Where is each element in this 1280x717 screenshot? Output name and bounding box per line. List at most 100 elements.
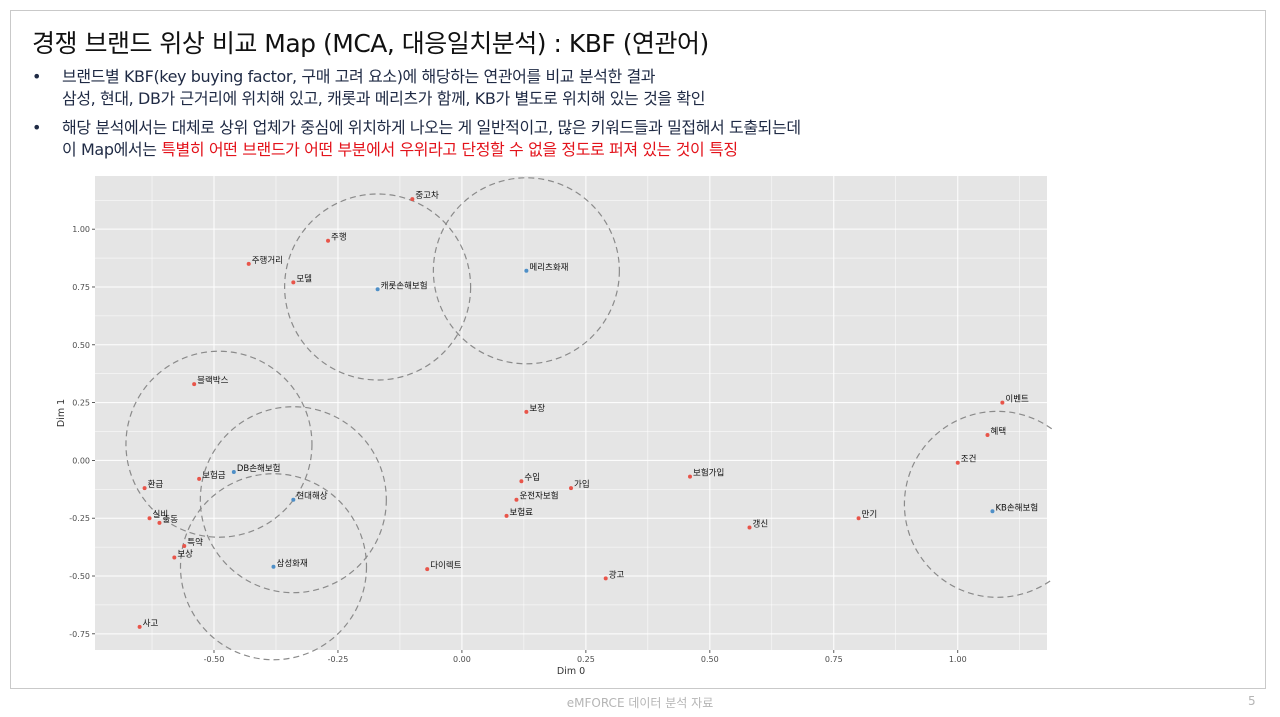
x-tick-label: 0.50 xyxy=(701,655,719,664)
keyword-point xyxy=(856,516,861,521)
bullet-text: 삼성, 현대, DB가 근거리에 위치해 있고, 캐롯과 메리츠가 함께, KB… xyxy=(62,89,706,108)
point-label: 가입 xyxy=(574,480,590,490)
bullet-marker: • xyxy=(32,67,42,86)
y-tick-label: -0.25 xyxy=(69,514,90,523)
point-label: 보험가입 xyxy=(693,469,724,479)
point-label: DB손해보험 xyxy=(237,464,281,474)
keyword-point xyxy=(142,486,147,491)
point-label: 보장 xyxy=(529,403,545,414)
cluster-circle xyxy=(125,350,313,538)
keyword-point xyxy=(955,460,960,465)
keyword-point xyxy=(569,486,573,491)
keyword-point xyxy=(246,261,251,266)
point-label: 만기 xyxy=(862,510,878,520)
point-label: 조건 xyxy=(961,454,977,465)
y-axis-title: Dim 1 xyxy=(56,399,67,427)
cluster-circle xyxy=(284,193,472,381)
point-label: 출동 xyxy=(162,514,178,525)
footer-text: eMFORCE 데이터 분석 자료 xyxy=(566,696,714,710)
plot-panel xyxy=(95,176,1047,650)
x-tick-label: 0.00 xyxy=(453,655,471,664)
y-tick-label: -0.50 xyxy=(69,572,90,581)
x-tick-label: -0.50 xyxy=(204,655,225,664)
keyword-point xyxy=(603,576,608,581)
keyword-point xyxy=(192,382,197,387)
x-tick-label: 0.25 xyxy=(577,655,595,664)
point-label: 블랙박스 xyxy=(197,375,228,386)
keyword-point xyxy=(157,520,162,525)
point-label: 캐롯손해보험 xyxy=(381,281,428,291)
keyword-point xyxy=(688,474,692,479)
x-tick-label: -0.25 xyxy=(328,655,349,664)
y-tick-label: 0.25 xyxy=(72,399,90,408)
keyword-point xyxy=(747,525,752,530)
bullet-item: • 브랜드별 KBF(key buying factor, 구매 고려 요소)에… xyxy=(32,66,1232,110)
point-label: 혜택 xyxy=(991,426,1007,437)
y-tick-label: 1.00 xyxy=(72,225,90,234)
bullet-list: • 브랜드별 KBF(key buying factor, 구매 고려 요소)에… xyxy=(32,66,1232,168)
keyword-point xyxy=(182,543,187,548)
keyword-point xyxy=(147,516,152,521)
point-label: 환급 xyxy=(148,479,164,490)
slide-frame xyxy=(10,10,1266,689)
bullet-text-prefix: 이 Map에서는 xyxy=(62,140,162,159)
bullet-item: • 해당 분석에서는 대체로 상위 업체가 중심에 위치하게 나오는 게 일반적… xyxy=(32,117,1232,161)
keyword-point xyxy=(425,567,430,572)
slide-title: 경쟁 브랜드 위상 비교 Map (MCA, 대응일치분석) : KBF (연관… xyxy=(32,29,709,58)
x-axis-title: Dim 0 xyxy=(557,666,585,677)
keyword-point xyxy=(524,409,529,414)
mca-scatter-chart: -0.50 -0.25 0.00 0.25 0.50 0.75 1.00 -0.75 -0.50… xyxy=(52,172,1092,681)
keyword-point xyxy=(291,280,296,285)
point-label: 주행 xyxy=(331,232,347,243)
keyword-point xyxy=(410,197,415,202)
brand-point xyxy=(291,497,296,502)
x-tick-label: 0.75 xyxy=(825,655,843,664)
y-tick-label: 0.00 xyxy=(72,456,90,465)
point-label: 삼성화재 xyxy=(277,558,308,569)
keyword-point xyxy=(519,479,524,484)
point-label: 다이렉트 xyxy=(430,560,461,571)
point-label: 광고 xyxy=(609,569,625,580)
point-label: 중고차 xyxy=(415,191,439,201)
keyword-point xyxy=(172,555,177,560)
point-label: 수입 xyxy=(524,473,540,483)
point-label: 보험금 xyxy=(202,471,226,481)
page-number: 5 xyxy=(1248,694,1256,708)
keyword-point xyxy=(514,497,519,502)
bullet-text: 브랜드별 KBF(key buying factor, 구매 고려 요소)에 해… xyxy=(62,67,656,86)
cluster-circle xyxy=(432,177,620,365)
point-label: 보험료 xyxy=(510,508,534,518)
keyword-point xyxy=(504,513,509,518)
brand-point xyxy=(524,268,529,273)
chart-svg: -0.50 -0.25 0.00 0.25 0.50 0.75 1.00 -0.75 -0.50… xyxy=(56,176,1092,677)
keyword-point xyxy=(985,432,990,437)
keyword-point xyxy=(326,238,331,243)
bullet-text: 이 Map에서는 특별히 어떤 브랜드가 어떤 부분에서 우위라고 단정할 수 … xyxy=(62,139,1232,161)
brand-point xyxy=(231,469,236,474)
bullet-text: 해당 분석에서는 대체로 상위 업체가 중심에 위치하게 나오는 게 일반적이고… xyxy=(62,118,801,137)
point-label: 보상 xyxy=(177,549,193,560)
brand-point xyxy=(375,287,380,292)
keyword-point xyxy=(137,624,142,629)
point-label: 사고 xyxy=(143,619,159,629)
point-label: 메리츠화재 xyxy=(529,263,568,273)
point-label: KB손해보험 xyxy=(995,503,1038,513)
point-label: 실비 xyxy=(153,509,169,520)
cluster-circle xyxy=(179,473,368,661)
y-tick-label: -0.75 xyxy=(69,630,90,639)
point-label: 특약 xyxy=(187,537,203,548)
point-label: 현대해상 xyxy=(296,491,327,502)
cluster-circle xyxy=(199,406,387,594)
x-tick-label: 1.00 xyxy=(949,655,967,664)
brand-point xyxy=(271,564,276,569)
y-tick-label: 0.50 xyxy=(72,341,90,350)
point-label: 갱신 xyxy=(753,518,769,529)
bullet-marker: • xyxy=(32,118,42,137)
keyword-point xyxy=(197,476,202,481)
y-tick-label: 0.75 xyxy=(72,283,90,292)
brand-point xyxy=(990,509,995,514)
highlight-text: 특별히 어떤 브랜드가 어떤 부분에서 우위라고 단정할 수 없을 정도로 퍼져… xyxy=(161,140,738,159)
point-label: 주행거리 xyxy=(252,255,283,266)
keyword-point xyxy=(1000,400,1005,405)
point-label: 운전자보험 xyxy=(519,491,558,502)
